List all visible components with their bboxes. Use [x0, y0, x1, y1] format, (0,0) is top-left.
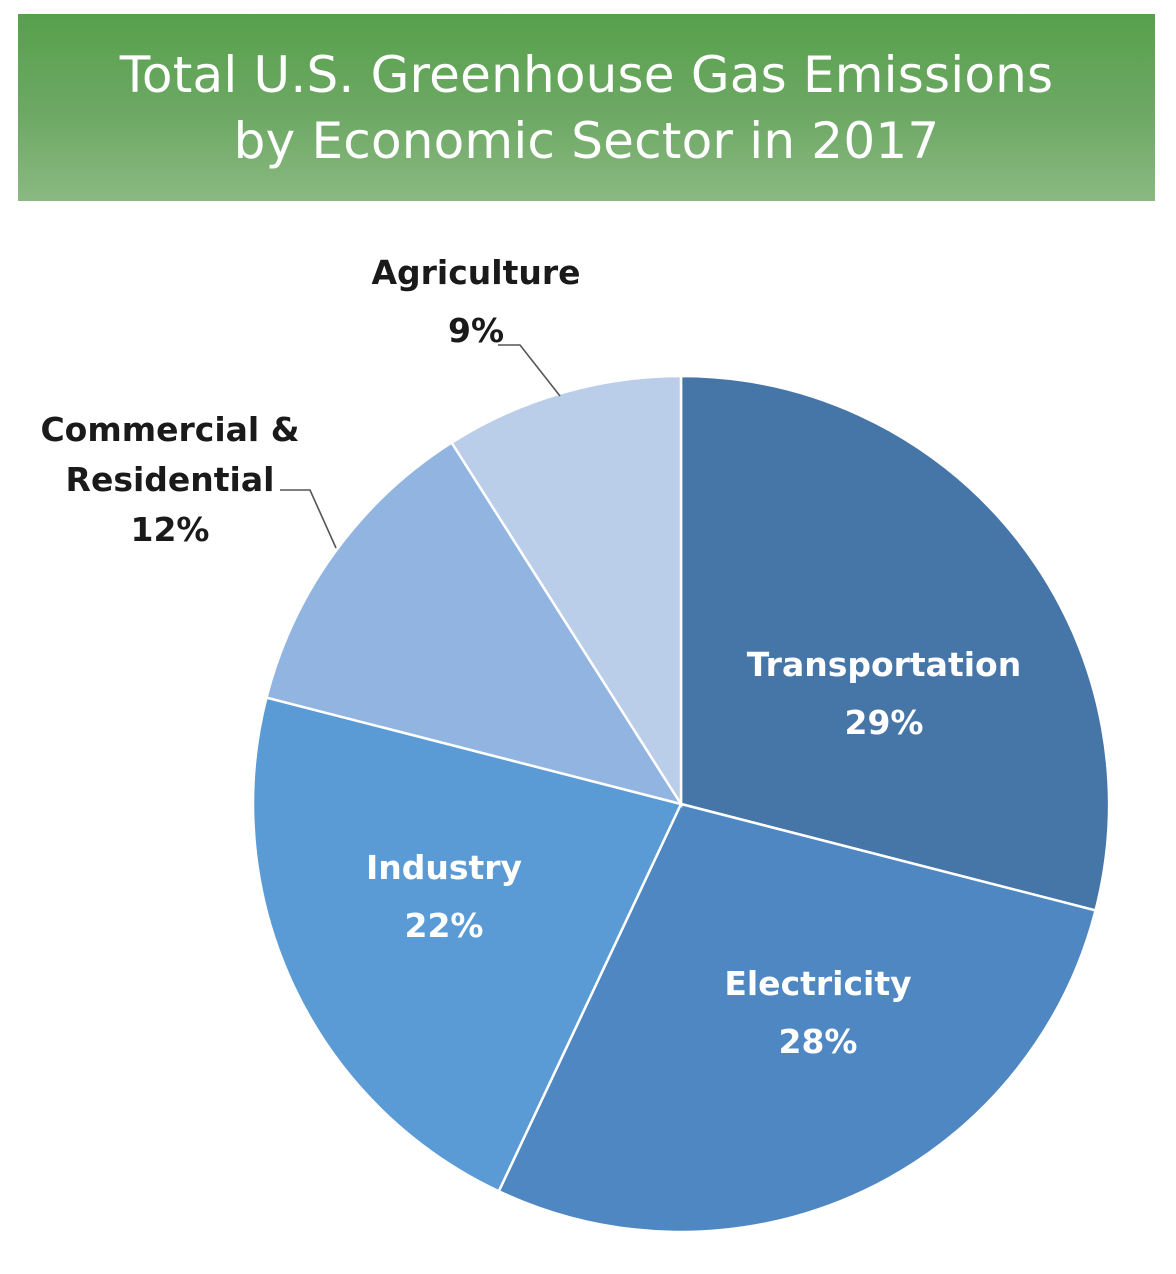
- slice-label-agriculture: Agriculture: [371, 253, 580, 292]
- chart-title-line-1: Total U.S. Greenhouse Gas Emissions: [119, 45, 1054, 104]
- slice-value-industry: 22%: [405, 906, 484, 945]
- pie-slice-industry: [251, 696, 683, 1193]
- pie-slice-electricity: [497, 802, 1098, 1234]
- slice-value-transportation: 29%: [845, 703, 924, 742]
- chart-title-banner: Total U.S. Greenhouse Gas Emissions by E…: [18, 14, 1155, 201]
- slice-value-electricity: 28%: [779, 1022, 858, 1061]
- slice-label-commercial-and-residential-line-2: Residential: [66, 460, 275, 499]
- slice-value-agriculture: 9%: [448, 311, 504, 350]
- pie-slice-transportation: [679, 374, 1111, 912]
- pie-slices: [251, 374, 1111, 1234]
- pie-slice-commercial-and-residential: [264, 440, 684, 806]
- leader-line-commercial-and-residential: [280, 489, 337, 549]
- slice-label-transportation: Transportation: [747, 645, 1021, 684]
- slice-value-commercial-and-residential: 12%: [131, 510, 210, 549]
- pie-labels: Transportation 29% Electricity 28% Industry 2…: [40, 253, 1021, 1061]
- chart-title-line-2: by Economic Sector in 2017: [233, 111, 940, 170]
- slice-label-industry: Industry: [366, 848, 522, 887]
- slice-label-commercial-and-residential-line-1: Commercial &: [40, 410, 299, 449]
- pie-slice-agriculture: [449, 374, 683, 809]
- slice-label-electricity: Electricity: [724, 964, 911, 1003]
- leader-line-agriculture: [498, 344, 561, 397]
